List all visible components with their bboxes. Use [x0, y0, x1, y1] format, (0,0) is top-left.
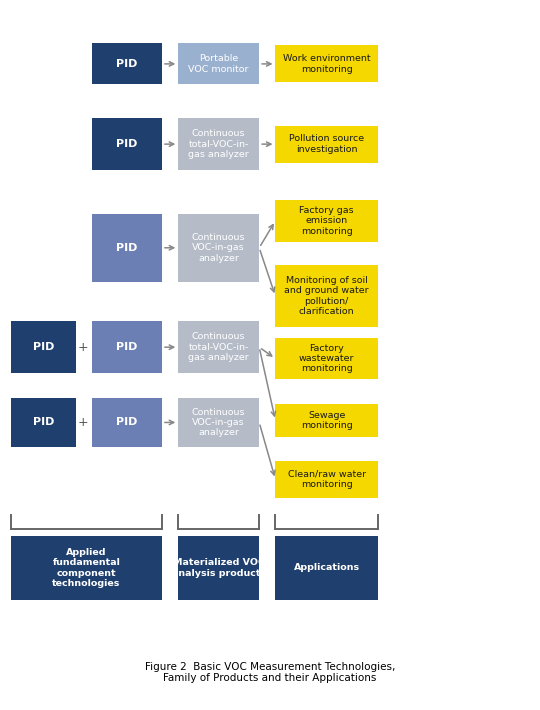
FancyBboxPatch shape [11, 398, 76, 447]
Text: Factory
wastewater
monitoring: Factory wastewater monitoring [299, 344, 354, 373]
Text: Materialized VOC
analysis products: Materialized VOC analysis products [172, 558, 266, 578]
FancyBboxPatch shape [92, 43, 162, 84]
FancyBboxPatch shape [275, 404, 378, 437]
Text: PID: PID [116, 139, 138, 149]
FancyBboxPatch shape [92, 398, 162, 447]
FancyBboxPatch shape [178, 398, 259, 447]
FancyBboxPatch shape [275, 265, 378, 327]
Text: Pollution source
investigation: Pollution source investigation [289, 134, 365, 154]
FancyBboxPatch shape [275, 536, 378, 600]
FancyBboxPatch shape [11, 321, 76, 373]
Text: Continuous
total-VOC-in-
gas analyzer: Continuous total-VOC-in- gas analyzer [188, 332, 249, 362]
FancyBboxPatch shape [178, 43, 259, 84]
Text: Applications: Applications [294, 564, 360, 572]
FancyBboxPatch shape [178, 321, 259, 373]
Text: PID: PID [116, 59, 138, 69]
FancyBboxPatch shape [275, 338, 378, 379]
Text: Figure 2  Basic VOC Measurement Technologies,
Family of Products and their Appli: Figure 2 Basic VOC Measurement Technolog… [145, 662, 395, 683]
Text: Monitoring of soil
and ground water
pollution/
clarification: Monitoring of soil and ground water poll… [285, 276, 369, 316]
Text: Applied
fundamental
component
technologies: Applied fundamental component technologi… [52, 548, 120, 588]
Text: Work environment
monitoring: Work environment monitoring [283, 54, 370, 74]
Text: +: + [77, 416, 88, 429]
Text: PID: PID [32, 417, 54, 427]
FancyBboxPatch shape [275, 200, 378, 242]
Text: Continuous
VOC-in-gas
analyzer: Continuous VOC-in-gas analyzer [192, 408, 246, 437]
FancyBboxPatch shape [178, 536, 259, 600]
FancyBboxPatch shape [178, 214, 259, 281]
FancyBboxPatch shape [275, 461, 378, 498]
FancyBboxPatch shape [11, 536, 162, 600]
Text: Portable
VOC monitor: Portable VOC monitor [188, 54, 249, 74]
Text: +: + [77, 341, 88, 354]
Text: PID: PID [116, 342, 138, 352]
FancyBboxPatch shape [92, 321, 162, 373]
FancyBboxPatch shape [92, 214, 162, 281]
Text: Continuous
VOC-in-gas
analyzer: Continuous VOC-in-gas analyzer [192, 233, 246, 263]
Text: Factory gas
emission
monitoring: Factory gas emission monitoring [299, 206, 354, 236]
FancyBboxPatch shape [275, 45, 378, 82]
Text: Continuous
total-VOC-in-
gas analyzer: Continuous total-VOC-in- gas analyzer [188, 129, 249, 159]
FancyBboxPatch shape [92, 118, 162, 170]
Text: PID: PID [116, 417, 138, 427]
Text: PID: PID [32, 342, 54, 352]
FancyBboxPatch shape [275, 126, 378, 163]
Text: Sewage
monitoring: Sewage monitoring [301, 410, 353, 430]
Text: PID: PID [116, 243, 138, 253]
FancyBboxPatch shape [178, 118, 259, 170]
Text: Clean/raw water
monitoring: Clean/raw water monitoring [288, 469, 366, 489]
